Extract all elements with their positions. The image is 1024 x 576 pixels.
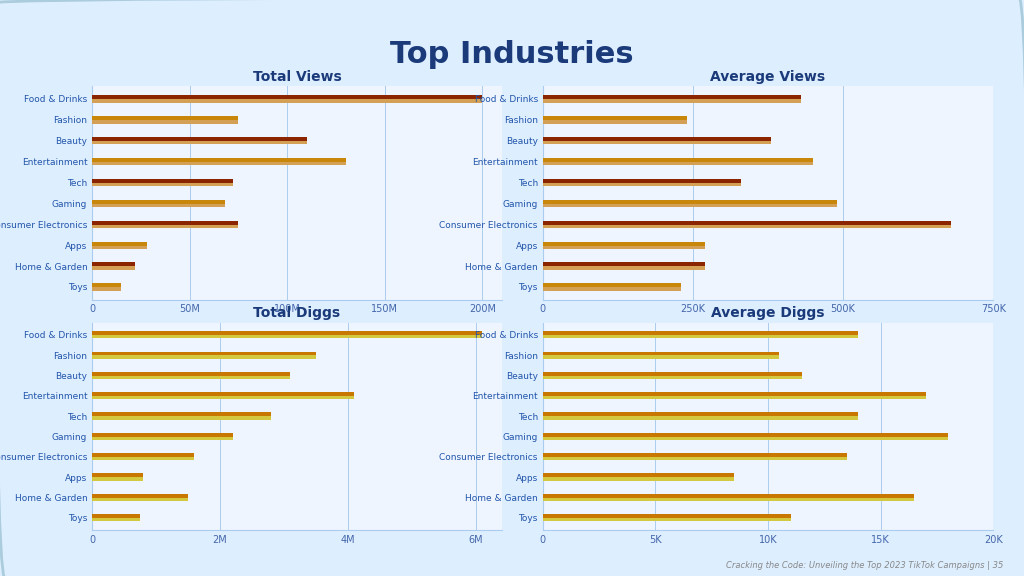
Text: Cracking the Code: Unveiling the Top 2023 TikTok Campaigns | 35: Cracking the Code: Unveiling the Top 202… — [726, 561, 1004, 570]
Bar — [92, 494, 188, 498]
Bar — [92, 200, 225, 204]
Bar — [543, 517, 791, 521]
Bar — [92, 116, 239, 120]
Bar — [543, 497, 914, 501]
Bar — [543, 179, 741, 183]
Title: Average Diggs: Average Diggs — [712, 306, 824, 320]
Bar — [92, 351, 316, 355]
Bar — [92, 436, 232, 440]
Bar — [92, 266, 135, 270]
Bar — [92, 224, 239, 228]
Bar — [543, 473, 734, 478]
Bar — [92, 335, 482, 338]
Bar — [92, 241, 146, 245]
Bar — [543, 141, 771, 145]
Bar — [92, 158, 346, 162]
Bar — [92, 473, 143, 478]
Bar — [543, 116, 687, 120]
Bar — [92, 514, 140, 518]
Bar — [543, 331, 858, 335]
Bar — [92, 375, 291, 379]
Bar — [92, 395, 354, 399]
Bar — [92, 137, 307, 141]
Bar — [543, 182, 741, 186]
Bar — [543, 494, 914, 498]
Bar — [543, 351, 779, 355]
Bar — [543, 456, 847, 460]
Bar — [92, 263, 135, 267]
Bar — [543, 245, 705, 249]
Bar — [543, 263, 705, 267]
Bar — [543, 161, 813, 165]
Bar — [543, 453, 847, 457]
Bar — [543, 119, 687, 123]
Bar — [543, 335, 858, 338]
Bar — [543, 203, 837, 207]
Bar — [543, 287, 681, 291]
Bar — [543, 392, 926, 396]
Title: Total Views: Total Views — [253, 70, 341, 84]
Bar — [543, 224, 951, 228]
Bar — [92, 331, 482, 335]
Bar — [92, 95, 482, 99]
Bar — [92, 161, 346, 165]
Bar — [92, 416, 271, 420]
Bar — [92, 182, 232, 186]
Bar — [543, 395, 926, 399]
Bar — [92, 412, 271, 416]
Bar — [543, 95, 801, 99]
Bar — [92, 355, 316, 359]
Bar — [543, 433, 948, 437]
Bar — [92, 98, 482, 103]
Bar — [543, 221, 951, 225]
Title: Total Diggs: Total Diggs — [253, 306, 341, 320]
Text: Top Industries: Top Industries — [390, 40, 634, 69]
Bar — [92, 141, 307, 145]
Bar — [92, 392, 354, 396]
Title: Average Views: Average Views — [711, 70, 825, 84]
Bar — [543, 416, 858, 420]
Bar — [543, 412, 858, 416]
Bar — [92, 221, 239, 225]
Bar — [92, 245, 146, 249]
Bar — [92, 203, 225, 207]
Bar — [543, 477, 734, 480]
Bar — [543, 283, 681, 287]
Bar — [92, 477, 143, 480]
Bar — [543, 436, 948, 440]
Bar — [92, 372, 291, 376]
Bar — [543, 375, 802, 379]
Bar — [543, 514, 791, 518]
Bar — [92, 497, 188, 501]
Bar — [543, 355, 779, 359]
Bar — [543, 241, 705, 245]
Bar — [92, 517, 140, 521]
Bar — [92, 119, 239, 123]
Bar — [92, 179, 232, 183]
Bar — [543, 137, 771, 141]
Bar — [543, 200, 837, 204]
Bar — [92, 287, 122, 291]
Bar — [92, 456, 195, 460]
Bar — [543, 98, 801, 103]
Bar — [543, 158, 813, 162]
Bar — [92, 433, 232, 437]
Bar — [92, 283, 122, 287]
Bar — [543, 372, 802, 376]
Bar — [543, 266, 705, 270]
Bar — [92, 453, 195, 457]
